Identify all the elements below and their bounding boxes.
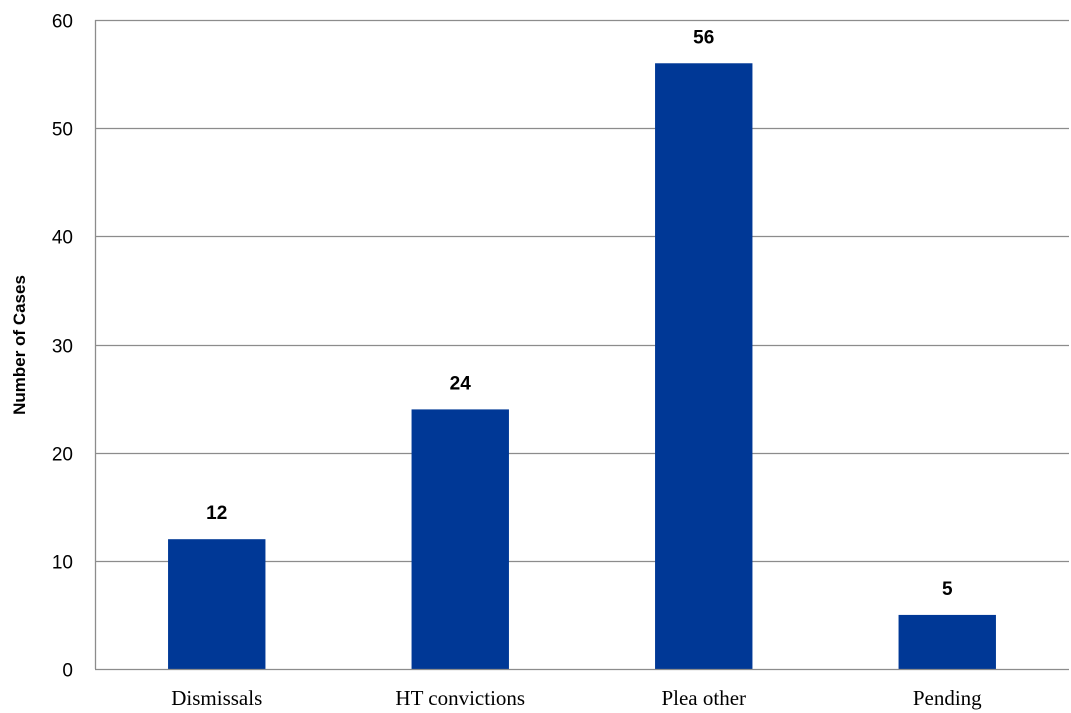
x-tick-label: Dismissals (171, 686, 262, 710)
bar (168, 539, 266, 669)
data-label: 24 (450, 373, 472, 394)
y-tick-label: 60 (52, 12, 73, 33)
x-tick-label: Plea other (661, 686, 746, 710)
data-label: 5 (942, 579, 953, 600)
y-tick-label: 20 (52, 445, 73, 466)
data-label: 12 (206, 503, 227, 524)
x-tick-label: Pending (913, 686, 982, 710)
data-label: 56 (693, 27, 714, 48)
data-labels: 12 24 56 5 (206, 27, 953, 600)
y-tick-label: 30 (52, 337, 73, 358)
bars (168, 63, 996, 670)
bar (898, 614, 996, 669)
x-tick-label: HT convictions (395, 686, 525, 710)
bar (655, 63, 753, 670)
x-tick-labels: Dismissals HT convictions Plea other Pendin… (171, 686, 982, 710)
y-tick-label: 10 (52, 553, 73, 574)
y-axis-title: Number of Cases (10, 275, 29, 415)
axes (94, 20, 1069, 671)
bar (411, 409, 509, 669)
y-tick-labels: 0 10 20 30 40 50 60 (52, 12, 73, 682)
gridlines (95, 19, 1069, 563)
y-tick-label: 50 (52, 120, 73, 141)
y-tick-label: 0 (62, 661, 73, 682)
y-tick-label: 40 (52, 228, 73, 249)
